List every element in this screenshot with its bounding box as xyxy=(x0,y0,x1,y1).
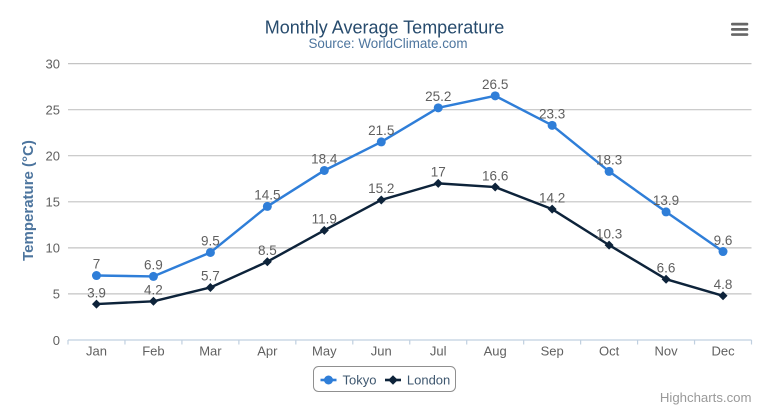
svg-text:14.5: 14.5 xyxy=(254,188,280,203)
svg-text:Sep: Sep xyxy=(541,343,564,358)
svg-text:26.5: 26.5 xyxy=(482,77,508,92)
svg-text:Oct: Oct xyxy=(599,343,620,358)
svg-text:Mar: Mar xyxy=(199,343,222,358)
svg-text:9.6: 9.6 xyxy=(714,233,733,248)
svg-text:10.3: 10.3 xyxy=(596,226,622,241)
svg-text:25: 25 xyxy=(46,103,60,118)
svg-text:11.9: 11.9 xyxy=(312,212,337,227)
svg-text:Dec: Dec xyxy=(711,343,735,358)
svg-text:London: London xyxy=(407,373,450,388)
svg-text:18.4: 18.4 xyxy=(311,152,338,167)
svg-text:14.2: 14.2 xyxy=(539,190,565,205)
svg-text:7: 7 xyxy=(93,257,101,272)
svg-text:8.5: 8.5 xyxy=(258,243,277,258)
svg-text:17: 17 xyxy=(431,165,446,180)
svg-text:May: May xyxy=(312,343,337,358)
svg-text:20: 20 xyxy=(46,149,60,164)
svg-text:30: 30 xyxy=(46,56,60,71)
svg-text:Jan: Jan xyxy=(86,343,107,358)
svg-text:Tokyo: Tokyo xyxy=(343,373,377,388)
svg-text:3.9: 3.9 xyxy=(87,285,106,300)
svg-text:15.2: 15.2 xyxy=(368,181,394,196)
svg-text:Aug: Aug xyxy=(484,343,507,358)
svg-text:10: 10 xyxy=(46,241,60,256)
svg-text:6.9: 6.9 xyxy=(144,258,163,273)
svg-text:Apr: Apr xyxy=(257,343,278,358)
svg-text:Source: WorldClimate.com: Source: WorldClimate.com xyxy=(308,36,467,51)
svg-text:25.2: 25.2 xyxy=(425,89,451,104)
svg-text:21.5: 21.5 xyxy=(368,123,394,138)
svg-text:16.6: 16.6 xyxy=(482,168,508,183)
svg-text:6.6: 6.6 xyxy=(657,260,676,275)
svg-text:Jun: Jun xyxy=(371,343,392,358)
svg-text:23.3: 23.3 xyxy=(539,107,565,122)
svg-text:Monthly Average Temperature: Monthly Average Temperature xyxy=(265,17,504,37)
svg-text:Feb: Feb xyxy=(142,343,164,358)
svg-text:5: 5 xyxy=(53,287,60,302)
svg-text:Jul: Jul xyxy=(430,343,447,358)
svg-text:4.2: 4.2 xyxy=(144,283,163,298)
svg-text:Highcharts.com: Highcharts.com xyxy=(660,390,752,405)
svg-text:18.3: 18.3 xyxy=(596,153,622,168)
svg-text:Temperature (°C): Temperature (°C) xyxy=(20,140,37,261)
svg-text:13.9: 13.9 xyxy=(653,193,679,208)
svg-text:5.7: 5.7 xyxy=(201,269,220,284)
svg-text:4.8: 4.8 xyxy=(714,277,733,292)
svg-text:0: 0 xyxy=(53,333,60,348)
svg-text:9.5: 9.5 xyxy=(201,234,220,249)
svg-text:Nov: Nov xyxy=(654,343,678,358)
svg-text:15: 15 xyxy=(46,195,60,210)
